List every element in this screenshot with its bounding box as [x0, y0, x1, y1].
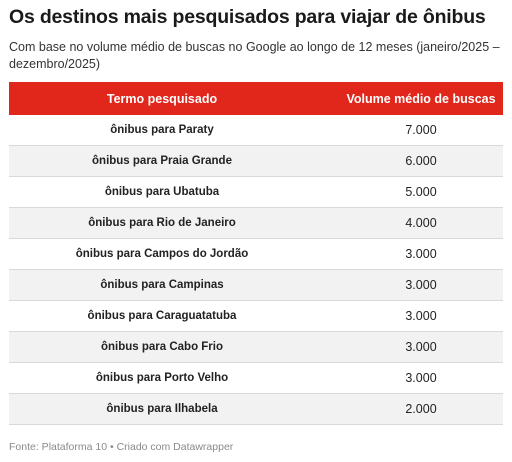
table-row: ônibus para Paraty 7.000 — [9, 115, 503, 146]
search-volume-table: Termo pesquisado Volume médio de buscas … — [9, 82, 503, 425]
search-term-cell: ônibus para Campinas — [100, 279, 224, 291]
header-search-term[interactable]: Termo pesquisado — [106, 91, 218, 106]
chart-title: Os destinos mais pesquisados para viajar… — [9, 6, 486, 28]
table-row: ônibus para Ilhabela 2.000 — [9, 394, 503, 425]
table-row: ônibus para Praia Grande 6.000 — [9, 146, 503, 177]
table-row: ônibus para Ubatuba 5.000 — [9, 177, 503, 208]
search-term-cell: ônibus para Ubatuba — [104, 186, 220, 198]
search-volume-cell: 5.000 — [405, 185, 437, 199]
search-term-cell: ônibus para Porto Velho — [95, 372, 229, 384]
table-row: ônibus para Cabo Frio 3.000 — [9, 332, 503, 363]
search-volume-cell: 3.000 — [405, 247, 437, 261]
table-row: ônibus para Porto Velho 3.000 — [9, 363, 503, 394]
table-row: ônibus para Campinas 3.000 — [9, 270, 503, 301]
search-term-cell: ônibus para Praia Grande — [92, 155, 232, 167]
source-footer: Fonte: Plataforma 10 • Criado com Datawr… — [9, 441, 234, 453]
search-volume-cell: 3.000 — [405, 371, 437, 385]
search-term-cell: ônibus para Paraty — [110, 124, 214, 136]
search-volume-cell: 3.000 — [405, 340, 437, 354]
table-row: ônibus para Caraguatatuba 3.000 — [9, 301, 503, 332]
search-volume-cell: 7.000 — [405, 123, 437, 137]
search-volume-cell: 3.000 — [405, 309, 437, 323]
table-row: ônibus para Campos do Jordão 3.000 — [9, 239, 503, 270]
search-term-cell: ônibus para Caraguatatuba — [87, 310, 237, 322]
search-volume-cell: 4.000 — [405, 216, 437, 230]
search-term-cell: ônibus para Cabo Frio — [100, 341, 224, 353]
search-volume-cell: 3.000 — [405, 278, 437, 292]
table-header: Termo pesquisado Volume médio de buscas — [9, 82, 503, 115]
search-term-cell: ônibus para Ilhabela — [106, 403, 218, 415]
search-term-cell: ônibus para Rio de Janeiro — [88, 217, 236, 229]
table-row: ônibus para Rio de Janeiro 4.000 — [9, 208, 503, 239]
header-search-volume[interactable]: Volume médio de buscas — [346, 91, 496, 106]
search-term-cell: ônibus para Campos do Jordão — [75, 248, 249, 260]
search-volume-cell: 2.000 — [405, 402, 437, 416]
chart-subtitle: Com base no volume médio de buscas no Go… — [9, 40, 500, 71]
search-volume-cell: 6.000 — [405, 154, 437, 168]
